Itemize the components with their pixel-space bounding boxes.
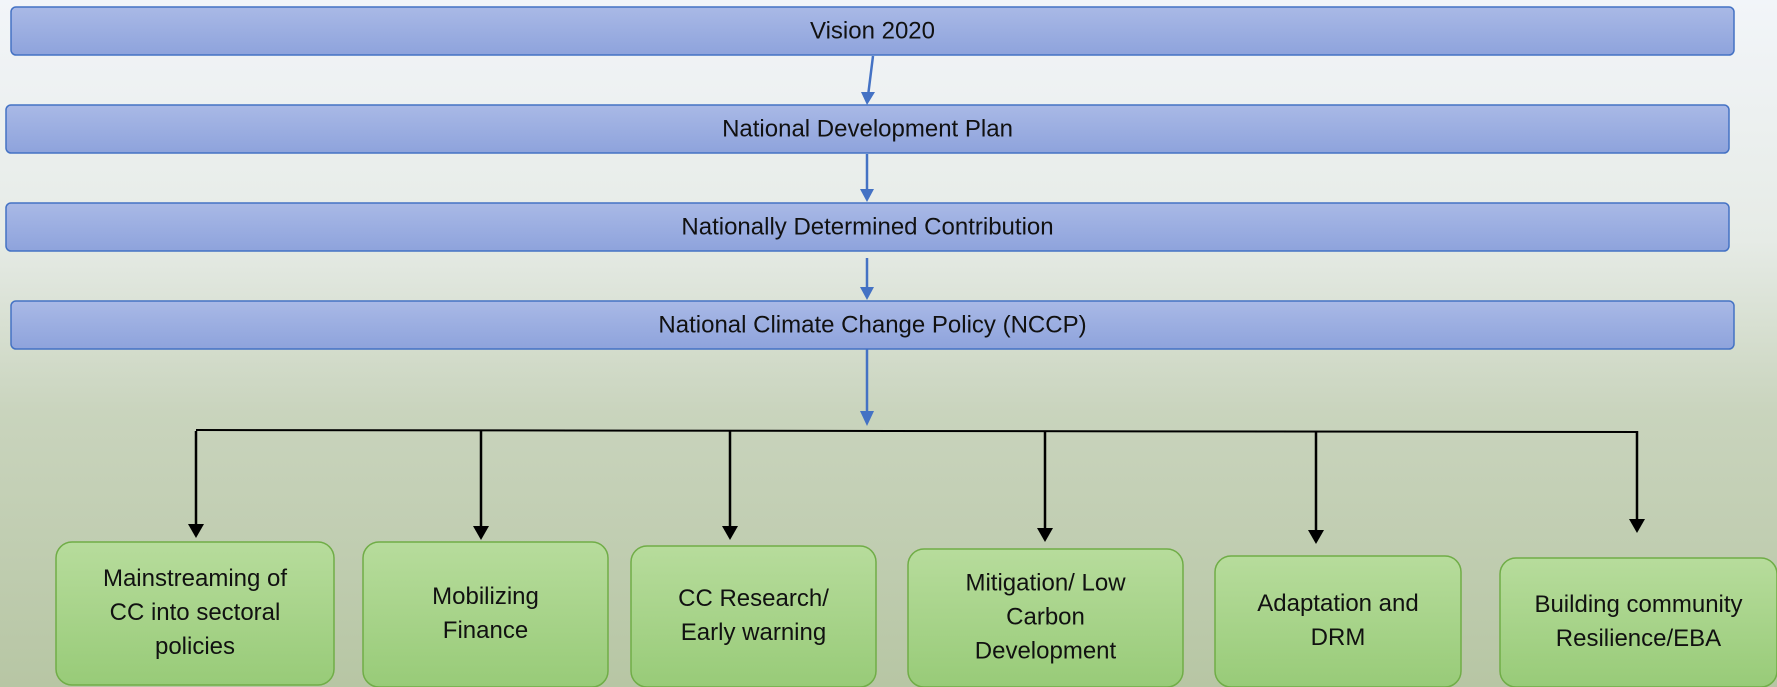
pillar-label: Mobilizing [432, 583, 539, 610]
pillar-label: policies [155, 633, 235, 660]
level-label: National Development Plan [722, 115, 1013, 142]
level-label: National Climate Change Policy (NCCP) [658, 311, 1086, 338]
pillar-label: Resilience/EBA [1556, 625, 1721, 652]
pillar-label: CC into sectoral [110, 599, 281, 626]
pillar-label: Building community [1534, 591, 1742, 618]
level-label: Vision 2020 [810, 17, 935, 44]
level-label: Nationally Determined Contribution [681, 213, 1053, 240]
pillar-label: Carbon [1006, 603, 1085, 630]
pillar-label: Early warning [681, 619, 826, 646]
pillar-label: Adaptation and [1257, 590, 1418, 617]
pillar-box [1500, 558, 1777, 687]
pillar-label: DRM [1311, 624, 1366, 651]
pillar-box [631, 546, 876, 687]
page: Vision 2020 National Development Plan Nati… [0, 0, 1777, 687]
pillar-box [1215, 556, 1461, 687]
diagram: Vision 2020 National Development Plan Nati… [0, 0, 1777, 687]
pillar-label: CC Research/ [678, 585, 829, 612]
pillar-label: Finance [443, 617, 528, 644]
pillar-label: Development [975, 637, 1117, 664]
pillar-label: Mitigation/ Low [965, 569, 1126, 596]
pillar-label: Mainstreaming of [103, 565, 287, 592]
pillar-box [363, 542, 608, 687]
